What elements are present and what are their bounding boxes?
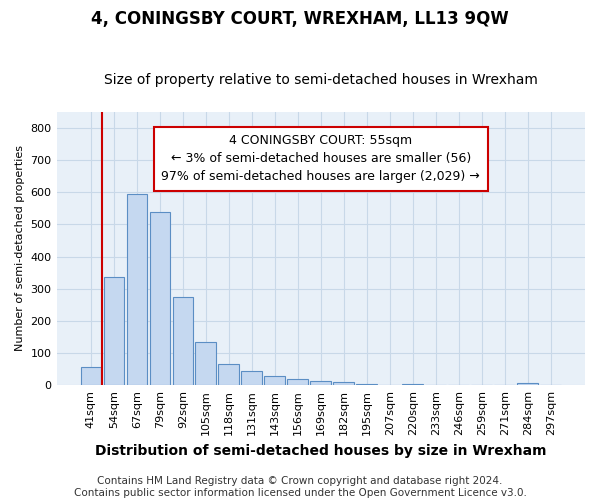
Bar [265,376,285,385]
Bar [310,381,331,385]
Text: 4 CONINGSBY COURT: 55sqm
← 3% of semi-detached houses are smaller (56)
97% of se: 4 CONINGSBY COURT: 55sqm ← 3% of semi-de… [161,134,480,184]
Bar [241,370,262,385]
Bar [334,382,354,385]
Text: 4, CONINGSBY COURT, WREXHAM, LL13 9QW: 4, CONINGSBY COURT, WREXHAM, LL13 9QW [91,10,509,28]
Bar [173,296,193,385]
Bar [127,194,147,385]
Title: Size of property relative to semi-detached houses in Wrexham: Size of property relative to semi-detach… [104,73,538,87]
Bar [356,384,377,385]
Bar [80,368,101,385]
Bar [287,378,308,385]
Y-axis label: Number of semi-detached properties: Number of semi-detached properties [15,146,25,352]
Bar [149,212,170,385]
Bar [517,382,538,385]
X-axis label: Distribution of semi-detached houses by size in Wrexham: Distribution of semi-detached houses by … [95,444,547,458]
Bar [218,364,239,385]
Bar [104,278,124,385]
Text: Contains HM Land Registry data © Crown copyright and database right 2024.
Contai: Contains HM Land Registry data © Crown c… [74,476,526,498]
Bar [403,384,423,385]
Bar [196,342,216,385]
